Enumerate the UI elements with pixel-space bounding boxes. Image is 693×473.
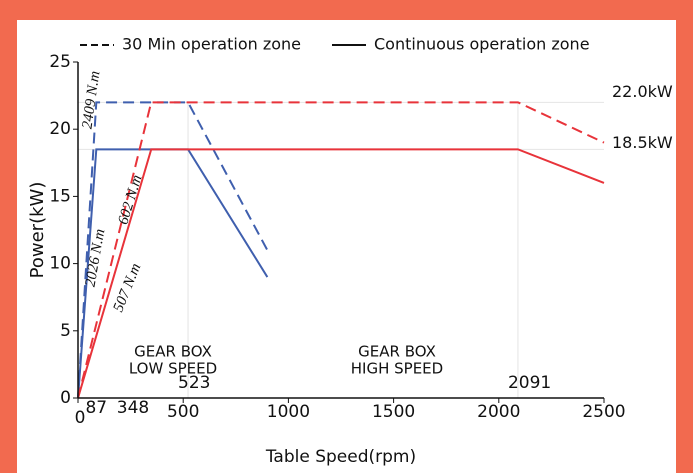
x-tick-label: 500 xyxy=(167,402,199,422)
zone-label: GEAR BOX xyxy=(358,343,436,361)
zone-label: HIGH SPEED xyxy=(351,360,443,378)
reference-label: 22.0kW xyxy=(612,82,673,101)
x-tick-label: 1000 xyxy=(267,402,310,422)
x-tick-label: 2500 xyxy=(582,402,625,422)
series-line xyxy=(77,148,269,399)
legend-label: 30 Min operation zone xyxy=(122,35,301,54)
series-line xyxy=(77,101,269,399)
x-tick-label: 1500 xyxy=(372,402,415,422)
reference-label: 18.5kW xyxy=(612,133,673,152)
zone-label: GEAR BOX xyxy=(134,343,212,361)
series-line xyxy=(77,148,605,399)
x-mark-label: 87 xyxy=(85,398,107,418)
y-tick-label: 25 xyxy=(49,52,71,72)
y-tick-label: 0 xyxy=(60,388,71,408)
y-tick-label: 20 xyxy=(49,119,71,139)
y-tick-label: 15 xyxy=(49,186,71,206)
legend-label: Continuous operation zone xyxy=(374,35,590,54)
x-axis-label: Table Speed(rpm) xyxy=(265,447,416,467)
x-tick-label: 2000 xyxy=(477,402,520,422)
series-line xyxy=(77,101,605,399)
x-mark-label: 348 xyxy=(117,398,149,418)
x-mark-label: 523 xyxy=(178,373,210,393)
y-axis-label: Power(kW) xyxy=(27,182,48,279)
y-tick-label: 5 xyxy=(60,321,71,341)
x-tick-label: 0 xyxy=(75,408,86,428)
zone-label: LOW SPEED xyxy=(129,360,217,378)
y-tick-label: 10 xyxy=(49,254,71,274)
x-mark-label: 2091 xyxy=(508,373,551,393)
